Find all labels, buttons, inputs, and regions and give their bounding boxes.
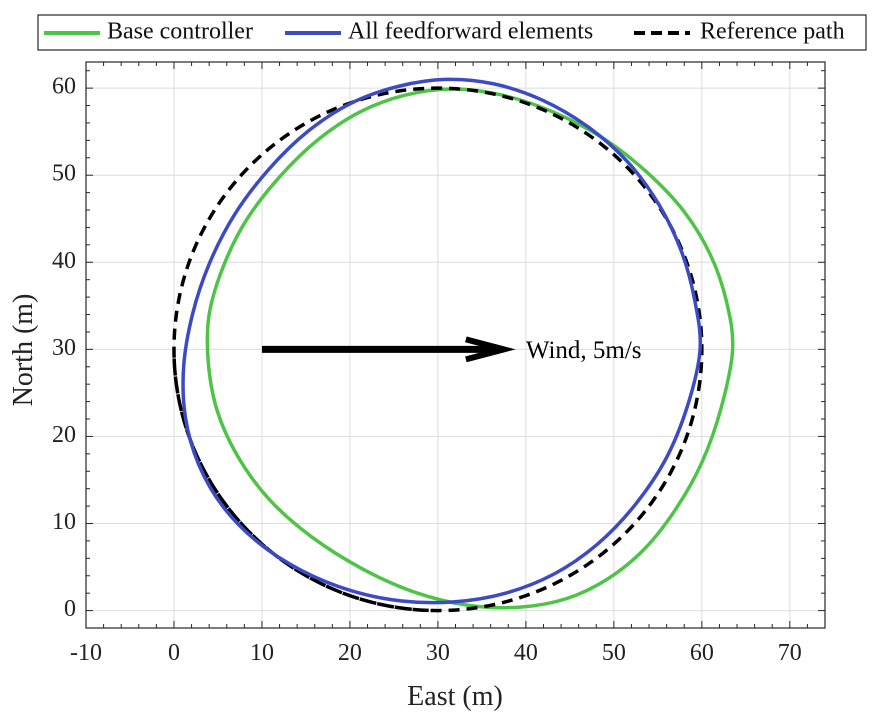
series-all-feedforward-elements xyxy=(181,77,703,605)
y-tick-label: 60 xyxy=(52,74,76,100)
wind-label: Wind, 5m/s xyxy=(526,337,642,364)
legend-label-reference-path: Reference path xyxy=(700,19,845,45)
x-tick-label: 70 xyxy=(778,640,802,666)
legend-label-base-controller: Base controller xyxy=(107,19,253,45)
legend-label-all-feedforward: All feedforward elements xyxy=(348,19,593,45)
x-tick-label: 0 xyxy=(168,640,180,666)
y-tick-label: 0 xyxy=(64,596,76,622)
ticks xyxy=(85,62,826,628)
y-tick-label: 40 xyxy=(52,248,76,274)
y-axis-label: North (m) xyxy=(8,294,39,407)
x-axis-label: East (m) xyxy=(407,681,503,712)
series-layer xyxy=(172,77,735,613)
series-reference-path xyxy=(172,86,704,613)
x-tick-label: 20 xyxy=(338,640,362,666)
wind-arrow-head xyxy=(465,336,516,363)
x-tick-label: 30 xyxy=(426,640,450,666)
x-tick-label: 60 xyxy=(690,640,714,666)
annotation-layer: Wind, 5m/s xyxy=(261,336,642,364)
x-tick-label: 50 xyxy=(602,640,626,666)
x-tick-labels: -10 0 10 20 30 40 50 60 70 xyxy=(70,640,802,666)
legend-box xyxy=(37,14,867,51)
x-tick-label: -10 xyxy=(70,640,102,666)
y-tick-label: 20 xyxy=(52,422,76,448)
y-tick-label: 10 xyxy=(52,509,76,535)
x-tick-label: 40 xyxy=(514,640,538,666)
y-tick-label: 30 xyxy=(52,335,76,361)
legend: Base controller All feedforward elements… xyxy=(37,14,867,51)
y-tick-label: 50 xyxy=(52,161,76,187)
y-tick-labels: 0 10 20 30 40 50 60 xyxy=(52,74,76,622)
x-tick-label: 10 xyxy=(250,640,274,666)
